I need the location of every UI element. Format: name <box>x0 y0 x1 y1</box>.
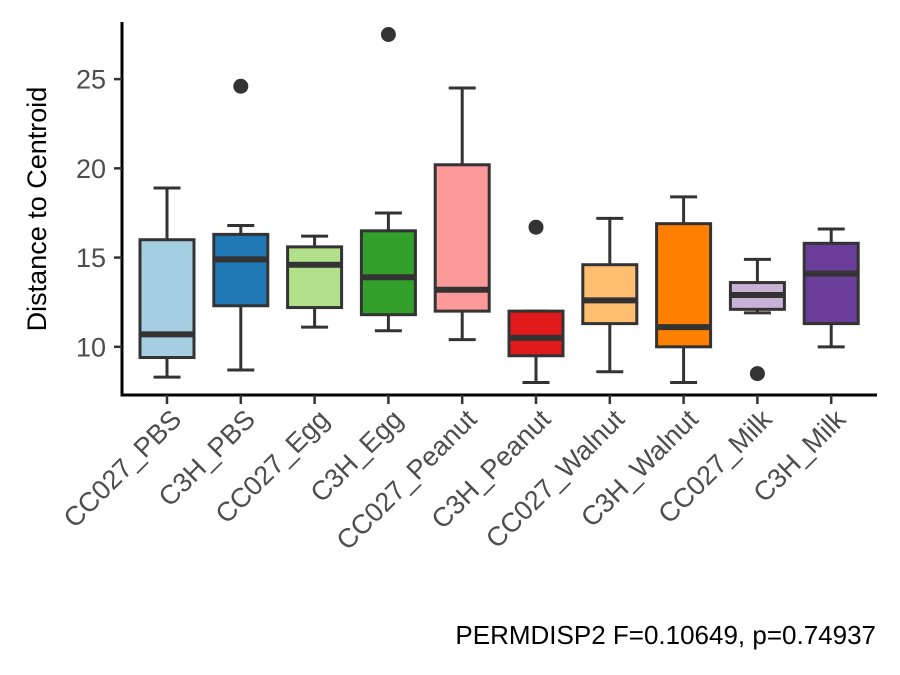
box-cc027-walnut <box>581 216 639 374</box>
box-cc027-egg <box>286 234 344 329</box>
y-tick-label: 15 <box>76 243 106 273</box>
box-c3h-walnut <box>655 195 713 385</box>
y-tick-label: 25 <box>76 65 106 95</box>
iqr-box <box>138 238 196 360</box>
iqr-box <box>802 241 860 326</box>
y-tick-label: 10 <box>76 332 106 362</box>
chart-caption: PERMDISP2 F=0.10649, p=0.74937 <box>455 620 876 650</box>
box-c3h-milk <box>802 227 860 349</box>
box-cc027-milk <box>728 257 786 382</box>
outlier-point <box>528 219 544 235</box>
x-ticks: CC027_PBSC3H_PBSCC027_EggC3H_EggCC027_Pe… <box>58 395 852 556</box>
outlier-point <box>380 26 396 42</box>
plot-area <box>138 26 860 385</box>
box-c3h-peanut <box>507 219 565 385</box>
box-cc027-peanut <box>433 86 491 342</box>
y-ticks: 10 15 20 25 <box>76 65 122 362</box>
y-axis-title: Distance to Centroid <box>22 87 52 332</box>
outlier-point <box>233 78 249 94</box>
box-c3h-egg <box>359 26 417 333</box>
x-tick-label: CC027_PBS <box>58 404 187 533</box>
box-cc027-pbs <box>138 186 196 379</box>
iqr-box <box>286 245 344 310</box>
iqr-box <box>212 232 270 308</box>
iqr-box <box>507 309 565 358</box>
iqr-box <box>359 229 417 317</box>
axes <box>120 22 877 397</box>
box-c3h-pbs <box>212 78 270 372</box>
outlier-point <box>749 366 765 382</box>
y-tick-label: 20 <box>76 154 106 184</box>
iqr-box <box>581 263 639 326</box>
